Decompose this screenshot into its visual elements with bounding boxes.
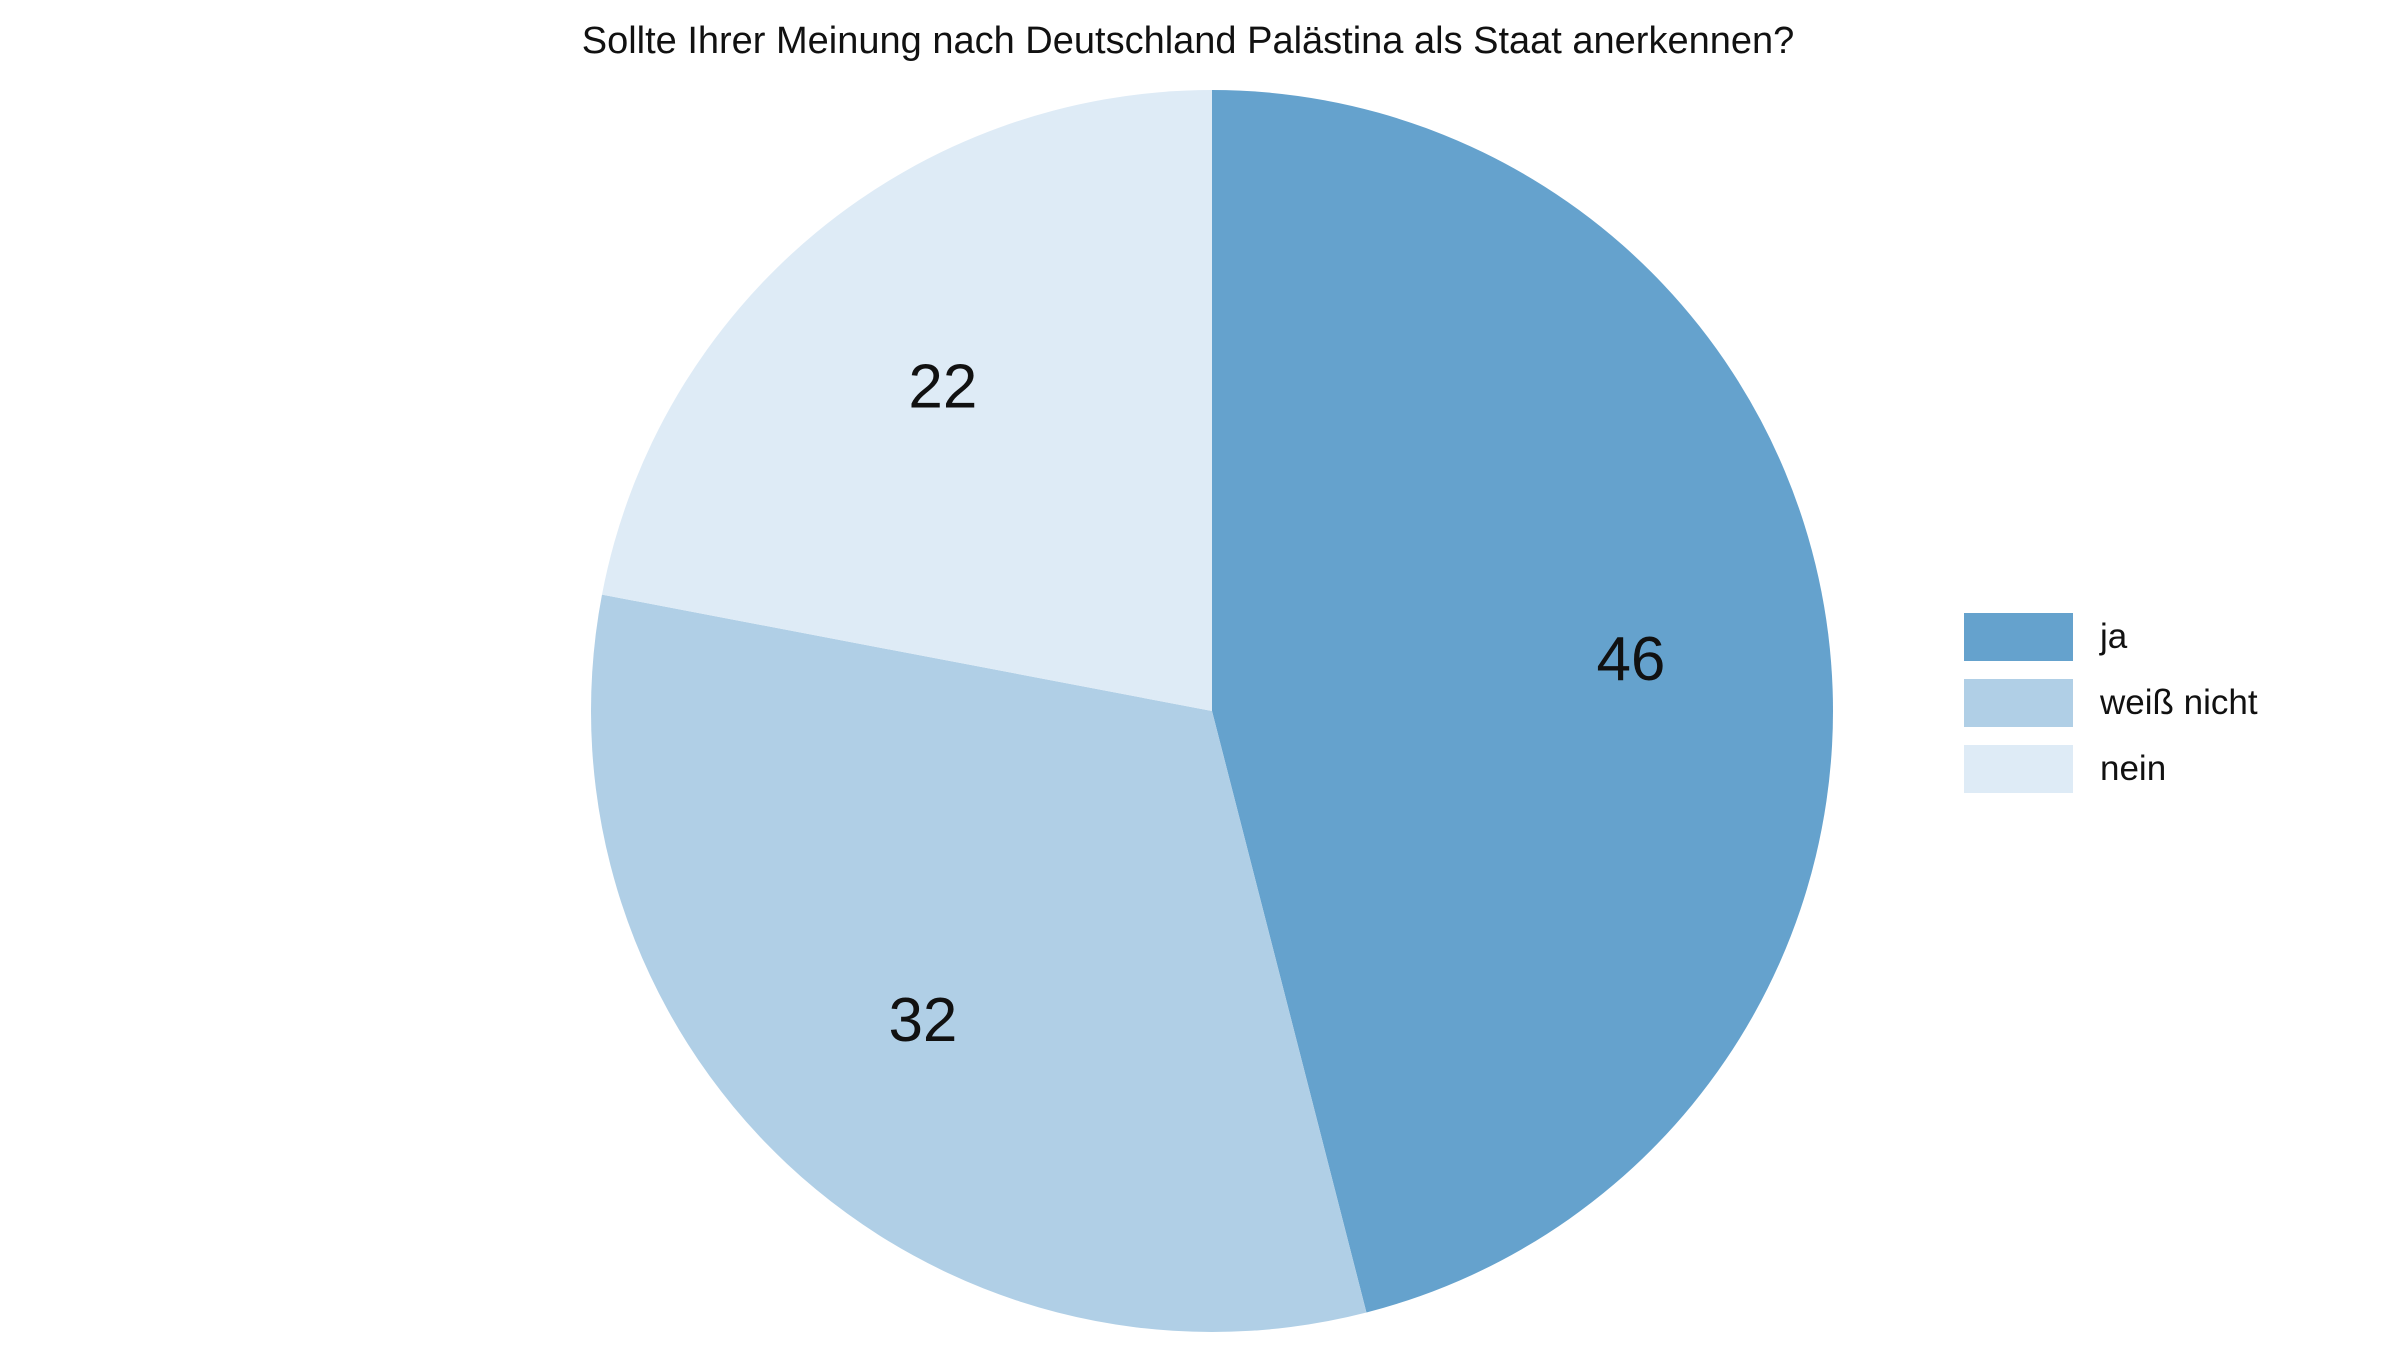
legend-item: weiß nicht bbox=[1964, 679, 2258, 727]
legend-item: nein bbox=[1964, 745, 2166, 793]
pie-slice-1 bbox=[590, 594, 1367, 1332]
data-label: 46 bbox=[1596, 625, 1665, 694]
chart-title: Sollte Ihrer Meinung nach Deutschland Pa… bbox=[581, 20, 1795, 62]
pie-slice-2 bbox=[601, 89, 1212, 711]
legend-swatch bbox=[1964, 613, 2073, 661]
legend-label: nein bbox=[2100, 749, 2167, 788]
legend-label: ja bbox=[2100, 617, 2128, 656]
pie-slice-0 bbox=[1212, 90, 1833, 1313]
legend-swatch bbox=[1964, 679, 2073, 727]
legend-item: ja bbox=[1964, 613, 2127, 661]
data-label: 32 bbox=[888, 986, 957, 1055]
data-label: 22 bbox=[908, 353, 977, 422]
legend-swatch bbox=[1964, 745, 2073, 793]
legend-label: weiß nicht bbox=[2100, 683, 2258, 722]
